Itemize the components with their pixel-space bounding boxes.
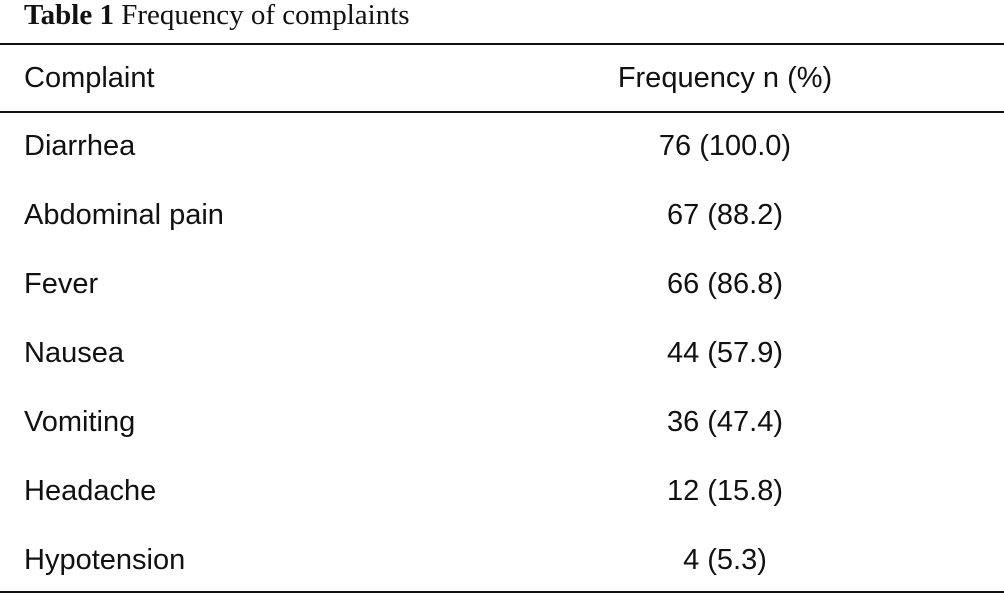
table-cell-complaint: Diarrhea <box>24 130 136 162</box>
table-cell-frequency: 12 (15.8) <box>666 475 784 507</box>
table-cell-frequency: 36 (47.4) <box>666 406 784 438</box>
column-header-complaint: Complaint <box>24 62 155 94</box>
table-cell-frequency: 76 (100.0) <box>658 130 792 162</box>
table-caption-label: Table 1 <box>24 0 114 31</box>
table-cell-frequency: 44 (57.9) <box>666 337 784 369</box>
table-cell-frequency: 4 (5.3) <box>683 544 767 576</box>
table-cell-complaint: Hypotension <box>24 544 186 576</box>
table-cell-frequency: 67 (88.2) <box>666 199 784 231</box>
column-header-frequency: Frequency n (%) <box>617 62 833 94</box>
table-header-rule <box>0 111 1004 113</box>
table-top-rule <box>0 43 1004 45</box>
table-cell-complaint: Fever <box>24 268 99 300</box>
table-cell-complaint: Abdominal pain <box>24 199 224 231</box>
table-cell-frequency: 66 (86.8) <box>666 268 784 300</box>
table-caption-text: Frequency of complaints <box>121 0 410 31</box>
table-cell-complaint: Nausea <box>24 337 124 369</box>
table-cell-complaint: Headache <box>24 475 157 507</box>
table-bottom-rule <box>0 591 1004 593</box>
table-caption: Table 1 Frequency of complaints <box>24 0 410 32</box>
table-cell-complaint: Vomiting <box>24 406 136 438</box>
